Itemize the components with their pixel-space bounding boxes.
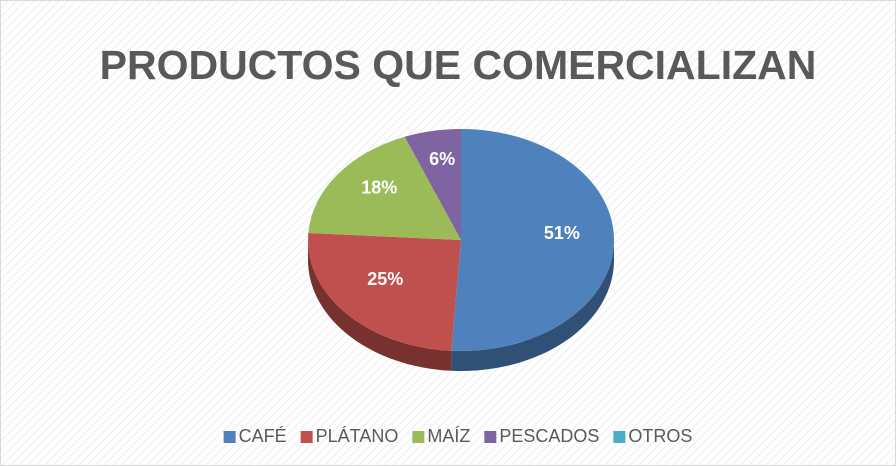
data-label: 6% [429, 149, 455, 169]
legend: CAFÉ PLÁTANO MAÍZ PESCADOS OTROS [223, 426, 692, 446]
pie-slice [308, 136, 461, 240]
pie-slice [308, 233, 461, 351]
pie-slice [404, 129, 461, 240]
legend-swatch [484, 431, 497, 443]
data-label: 51% [544, 223, 580, 243]
pie-slice-side [451, 240, 614, 371]
data-label: 18% [361, 178, 397, 198]
pie-slice [451, 129, 614, 351]
legend-label: OTROS [628, 426, 692, 446]
data-label: 25% [367, 269, 403, 289]
pie-slice-side [308, 240, 452, 371]
legend-swatch [300, 431, 313, 443]
chart-title: PRODUCTOS QUE COMERCIALIZAN [100, 42, 817, 88]
legend-label: MAÍZ [427, 426, 470, 446]
legend-swatch [613, 431, 626, 443]
legend-swatch [412, 431, 425, 443]
legend-swatch [223, 431, 236, 443]
legend-label: CAFÉ [239, 426, 287, 446]
legend-label: PESCADOS [499, 426, 599, 446]
legend-label: PLÁTANO [316, 426, 399, 446]
